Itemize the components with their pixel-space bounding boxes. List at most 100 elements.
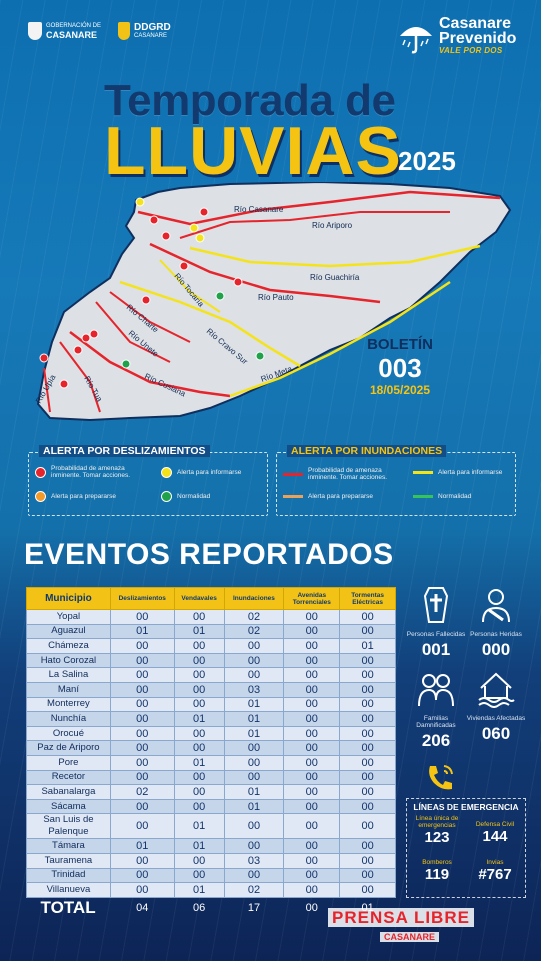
river-tua	[59, 341, 101, 413]
emergency-line-number: 119	[424, 866, 450, 883]
emergency-line: Invias #767	[465, 859, 525, 883]
title-line1: Temporada de	[104, 76, 396, 125]
municipio-cell: Tauramena	[26, 852, 111, 869]
count-cell: 00	[283, 813, 341, 840]
alert-dot	[195, 233, 205, 243]
coat-of-arms-icon	[28, 22, 42, 40]
count-cell: 00	[173, 725, 225, 742]
legend-item: Alerta para prepararse	[283, 493, 373, 500]
count-cell: 00	[109, 638, 175, 654]
count-cell: 00	[109, 681, 175, 698]
count-cell: 00	[173, 769, 225, 786]
count-cell: 00	[283, 623, 341, 640]
legend-item: Probabilidad de amenaza inminente. Tomar…	[35, 465, 153, 479]
count-cell: 01	[109, 623, 175, 640]
col-header-avenidas: Avenidas Torrenciales	[283, 587, 341, 610]
count-cell: 00	[173, 667, 225, 683]
count-cell: 00	[173, 696, 225, 713]
count-cell: 00	[109, 725, 175, 742]
count-cell: 02	[223, 882, 285, 898]
table-row: Yopal 00 00 02 00 00	[26, 609, 396, 625]
count-cell: 00	[339, 852, 396, 869]
alert-dot	[149, 215, 159, 225]
legend-label: Normalidad	[177, 493, 211, 500]
count-cell: 01	[173, 623, 225, 640]
bulletin-box: BOLETÍN 003 18/05/2025	[360, 336, 440, 397]
legend-item: Normalidad	[413, 493, 471, 500]
count-cell: 01	[223, 725, 285, 742]
total-cell: 17	[247, 902, 261, 915]
alert-dot	[215, 291, 225, 301]
alert-dot	[39, 353, 49, 363]
table-row: Tauramena 00 00 03 00 00	[26, 852, 396, 869]
legend-landslides-title: ALERTA POR DESLIZAMIENTOS	[39, 445, 210, 457]
count-cell: 00	[283, 681, 341, 698]
count-cell: 00	[339, 740, 396, 756]
count-cell: 02	[109, 784, 175, 800]
table-row: La Salina 00 00 00 00 00	[26, 667, 396, 683]
table-header-row: Municipio Deslizamientos Vendavales Inun…	[26, 587, 396, 610]
count-cell: 00	[283, 725, 341, 742]
logo1-main-text: CASANARE	[46, 29, 98, 40]
count-cell: 00	[283, 667, 341, 683]
river-cusiana	[69, 331, 231, 398]
red-line-icon	[283, 472, 303, 476]
count-cell: 00	[223, 740, 285, 756]
river-unete	[95, 301, 171, 363]
municipio-cell: Paz de Ariporo	[26, 740, 111, 756]
umbrella-rain-icon	[400, 27, 432, 54]
count-cell: 00	[109, 667, 175, 683]
count-cell: 00	[339, 696, 396, 713]
legend-label: Probabilidad de amenaza inminente. Tomar…	[308, 467, 388, 481]
table-row: Trinidad 00 00 00 00 00	[26, 867, 396, 884]
casanare-map: Río Casanare Río Ariporo Río Guachiría R…	[34, 182, 512, 422]
family-icon	[418, 674, 454, 707]
count-cell: 00	[283, 867, 341, 884]
count-cell: 00	[339, 838, 396, 854]
count-cell: 00	[283, 609, 341, 625]
count-cell: 03	[223, 681, 285, 698]
title-year: 2025	[398, 146, 456, 176]
emergency-lines-box: LÍNEAS DE EMERGENCIA Línea única de emer…	[406, 798, 526, 898]
stat-deaths: Personas Fallecidas 001	[406, 586, 466, 660]
legend-item: Alerta para prepararse	[35, 491, 116, 502]
municipio-cell: Orocué	[26, 725, 111, 742]
coffin-cross-icon	[423, 587, 449, 623]
legend-item: Probabilidad de amenaza inminente. Tomar…	[283, 467, 409, 481]
municipio-cell: Sácama	[26, 798, 111, 815]
count-cell: 00	[339, 609, 396, 625]
river-label: Río Ariporo	[312, 221, 353, 230]
legend-floods-title: ALERTA POR INUNDACIONES	[287, 445, 447, 457]
count-cell: 00	[283, 754, 341, 771]
count-cell: 01	[223, 798, 285, 815]
municipio-cell: Támara	[26, 838, 111, 854]
emergency-line: Bomberos 119	[407, 859, 467, 883]
count-cell: 00	[283, 769, 341, 786]
river-ariporo	[179, 211, 450, 239]
legend-label: Probabilidad de amenaza inminente. Tomar…	[51, 465, 131, 479]
table-row: Villanueva 00 01 02 00 00	[26, 882, 396, 898]
count-cell: 00	[173, 740, 225, 756]
total-cell: 00	[305, 902, 318, 915]
count-cell: 00	[109, 754, 175, 771]
table-row: Hato Corozal 00 00 00 00 00	[26, 652, 396, 669]
total-cell: 04	[136, 902, 149, 915]
count-cell: 02	[223, 623, 285, 640]
legend-label: Alerta para informarse	[438, 469, 503, 476]
count-cell: 00	[339, 867, 396, 884]
count-cell: 00	[283, 882, 341, 898]
count-cell: 00	[339, 754, 396, 771]
logo2-sub-text: CASANARE	[134, 32, 168, 39]
total-cell: 06	[192, 902, 206, 915]
orange-line-icon	[283, 495, 303, 498]
count-cell: 00	[109, 609, 175, 625]
flooded-house-icon	[478, 672, 515, 708]
table-row: Nunchía 00 01 01 00 00	[26, 711, 396, 727]
alert-dot	[161, 231, 171, 241]
municipio-cell: Trinidad	[26, 867, 111, 884]
alert-dot	[135, 197, 145, 207]
count-cell: 03	[223, 852, 285, 869]
casanare-prevenido-logo: Casanare Prevenido VALE POR DOS	[396, 16, 516, 56]
municipio-cell: Pore	[26, 754, 111, 771]
table-row: Sácama 00 00 01 00 00	[26, 798, 396, 815]
